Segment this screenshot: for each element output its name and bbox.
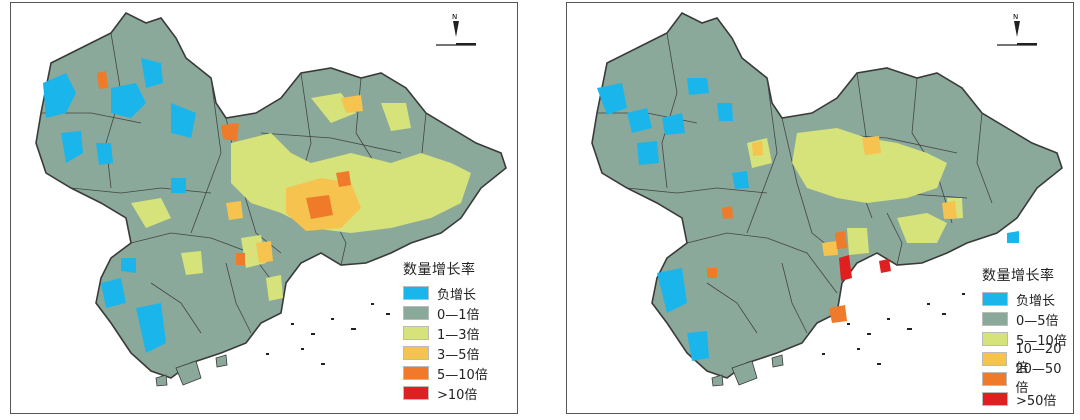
islands [711,354,784,387]
negative-growth-areas [43,58,196,353]
legend-label: 5—10倍 [1016,333,1067,349]
legend-label: 0—5倍 [1016,313,1059,329]
legend-item: 10—20倍 [982,342,1073,376]
growth-10-20-areas [752,136,957,256]
legend-right: 数量增长率 负增长 0—5倍 5—10倍 10—20倍 20—50倍 >50倍 [982,265,1073,409]
legend-swatch [403,386,429,400]
map-panel-left: N 数量增长率 负增长 0—1倍 1—3倍 3—5倍 5—10倍 >10倍 [10,2,518,414]
legend-item: 5—10倍 [403,363,488,383]
north-label: N [1013,13,1018,21]
legend-swatch [982,292,1008,306]
growth-3-5-areas [226,95,363,263]
legend-swatch [982,372,1008,386]
legend-swatch [982,332,1008,346]
legend-item: 1—3倍 [403,323,488,343]
legend-item: 负增长 [403,283,488,303]
legend-swatch [982,312,1008,326]
legend-label: 0—1倍 [437,307,480,323]
growth-over-50-areas [839,255,891,281]
legend-swatch [403,306,429,320]
legend-label: 3—5倍 [437,347,480,363]
north-arrow-icon: N [997,13,1037,46]
legend-label: 10—20倍 [1015,342,1062,376]
legend-label: 负增长 [437,287,477,303]
legend-item: 20—50倍 [982,362,1073,396]
legend-left: 数量增长率 负增长 0—1倍 1—3倍 3—5倍 5—10倍 >10倍 [403,259,488,403]
legend-title: 数量增长率 [403,262,476,278]
legend-item: >50倍 [982,389,1073,409]
growth-5-10-areas [97,71,351,265]
region-landmass [591,11,1063,379]
small-islets [266,293,409,365]
legend-label: 5—10倍 [437,367,488,383]
legend-label: >50倍 [1016,393,1057,409]
growth-20-50-areas [707,206,847,323]
legend-swatch [403,346,429,360]
legend-title: 数量增长率 [982,268,1055,284]
legend-label: 负增长 [1016,293,1056,309]
legend-item: 0—1倍 [403,303,488,323]
legend-item: 0—5倍 [982,309,1073,329]
map-panel-right: N 数量增长率 负增长 0—5倍 5—10倍 10—20倍 20—50倍 >50… [566,2,1074,414]
legend-item: 负增长 [982,289,1073,309]
small-islets [822,293,965,365]
legend-swatch [403,326,429,340]
legend-swatch [403,366,429,380]
legend-swatch [982,352,1008,366]
islands [155,354,228,387]
legend-swatch [982,392,1008,406]
growth-5-10-areas [747,128,963,255]
region-map-left [35,11,507,387]
legend-label: 1—3倍 [437,327,480,343]
legend-item: 5—10倍 [982,329,1073,349]
north-arrow-icon: N [436,13,476,46]
region-map-right [591,11,1063,387]
legend-swatch [403,286,429,300]
north-label: N [452,13,457,21]
legend-label: 20—50倍 [1015,362,1062,396]
legend-label: >10倍 [437,387,478,403]
legend-item: >10倍 [403,383,488,403]
legend-item: 3—5倍 [403,343,488,363]
